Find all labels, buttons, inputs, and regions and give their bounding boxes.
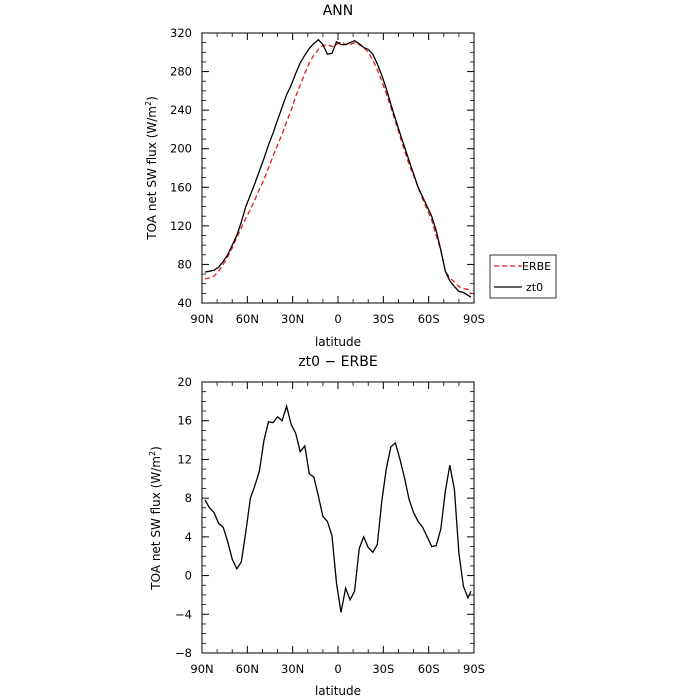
bottom-plot-frame (201, 381, 475, 654)
top-y-tick-label: 120 (170, 219, 192, 233)
bottom-y-tick-label: 16 (177, 414, 192, 428)
top-x-tick-label: 90N (190, 312, 213, 326)
top-x-tick-label: 60S (418, 312, 440, 326)
top-series-line-zt0 (204, 38, 472, 298)
bottom-x-tick-label: 90S (463, 662, 485, 676)
top-x-tick-label: 0 (334, 312, 341, 326)
bottom-y-tick-label: 8 (185, 491, 192, 505)
top-series-group (204, 38, 472, 298)
top-chart-title: ANN (323, 3, 354, 19)
bottom-series-line-diff (204, 403, 472, 613)
bottom-x-tick-label: 60S (418, 662, 440, 676)
top-x-tick-label: 60N (236, 312, 259, 326)
bottom-x-tick-label: 90N (190, 662, 213, 676)
bottom-x-tick-label: 60N (236, 662, 259, 676)
bottom-chart-title: zt0 − ERBE (298, 354, 377, 370)
top-x-axis-label: latitude (315, 335, 361, 349)
top-x-tick-label: 30S (372, 312, 394, 326)
top-y-tick-label: 280 (170, 65, 192, 79)
top-plot-frame (201, 32, 475, 304)
bottom-y-tick-label: 4 (185, 530, 192, 544)
bottom-y-tick-label: 12 (177, 452, 192, 466)
legend-label-erbe: ERBE (522, 260, 551, 273)
bottom-y-axis-label: TOA net SW flux (W/m2) (148, 446, 163, 591)
top-x-tick-label: 30N (281, 312, 304, 326)
top-y-tick-label: 160 (170, 180, 192, 194)
bottom-x-tick-label: 0 (334, 662, 341, 676)
legend-label-zt0: zt0 (526, 281, 543, 294)
bottom-x-tick-label: 30S (372, 662, 394, 676)
top-y-tick-label: 40 (177, 296, 192, 310)
bottom-y-tick-label: 0 (185, 569, 192, 583)
top-y-tick-label: 200 (170, 142, 192, 156)
bottom-y-tick-label: −4 (175, 607, 192, 621)
bottom-y-tick-label: −8 (175, 646, 192, 660)
legend-box (489, 254, 557, 299)
top-x-tick-label: 90S (463, 312, 485, 326)
top-panel: ANN 40 80 120 160 200 240 280 320 90N 60N 30N 0 30S 6… (144, 3, 557, 349)
legend: ERBE zt0 (489, 254, 557, 299)
top-y-axis-label: TOA net SW flux (W/m2) (144, 96, 159, 241)
bottom-x-axis-label: latitude (315, 684, 361, 698)
bottom-axis-ticks: −8 −4 0 4 8 12 16 20 90N 60N 30N 0 30S 60S 90S (175, 375, 485, 676)
bottom-x-tick-label: 30N (281, 662, 304, 676)
top-series-line-erbe (204, 40, 472, 295)
top-y-tick-label: 320 (170, 26, 192, 40)
top-axis-ticks: 40 80 120 160 200 240 280 320 90N 60N 30N 0 30S 60S 90… (170, 26, 485, 326)
top-y-tick-label: 240 (170, 103, 192, 117)
bottom-series-group (204, 403, 472, 613)
bottom-panel: zt0 − ERBE −8 −4 0 4 8 12 16 20 90N 60N 30N 0 30S 60S… (148, 354, 485, 698)
bottom-y-tick-label: 20 (177, 375, 192, 389)
top-y-tick-label: 80 (177, 257, 192, 271)
